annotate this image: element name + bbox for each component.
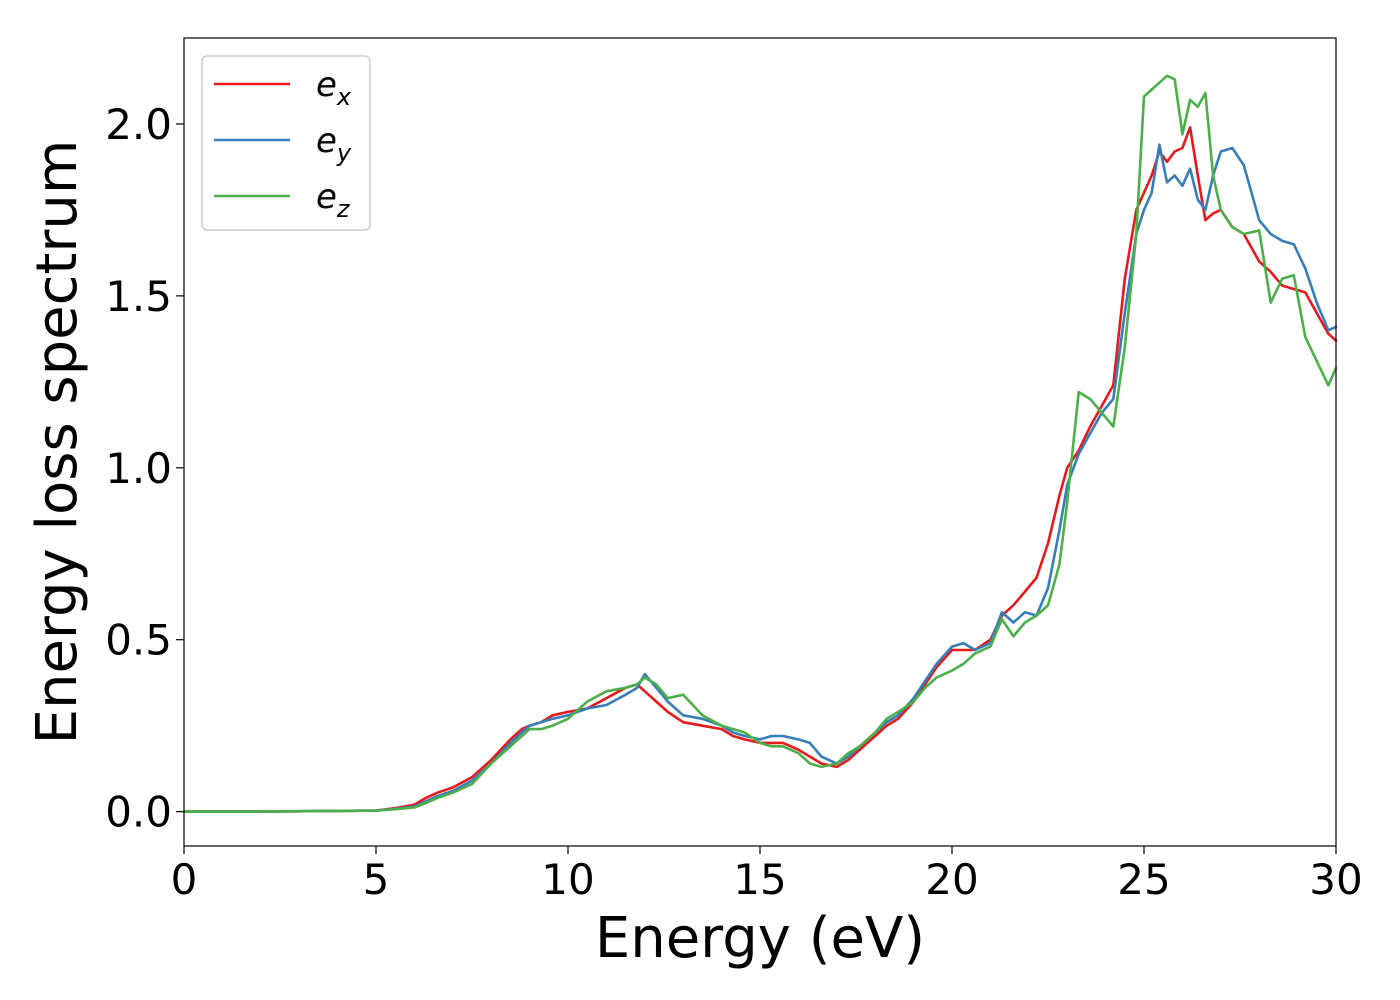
legend-label-x: ex — [316, 65, 352, 111]
legend-box — [201, 55, 371, 231]
y-axis: 0.0 0.5 1.0 1.5 2.0 — [105, 100, 184, 837]
x-axis-title: Energy (eV) — [595, 906, 925, 971]
x-tick-label: 10 — [541, 855, 594, 904]
x-tick-label: 15 — [733, 855, 786, 904]
x-tick-label: 20 — [925, 855, 978, 904]
x-tick-label: 25 — [1117, 855, 1170, 904]
y-tick-label: 2.0 — [105, 100, 172, 149]
x-tick-label: 5 — [363, 855, 390, 904]
y-tick-label: 0.0 — [105, 788, 172, 837]
y-tick-label: 1.0 — [105, 444, 172, 493]
legend-label-z: ez — [316, 177, 351, 223]
x-tick-label: 30 — [1309, 855, 1362, 904]
legend-label-y: ey — [316, 121, 352, 167]
y-tick-label: 0.5 — [105, 616, 172, 665]
x-axis: 0 5 10 15 20 25 30 — [171, 846, 1363, 904]
y-axis-title: Energy loss spectrum — [25, 140, 90, 745]
plot-lines — [182, 74, 1338, 813]
series-line-z — [182, 74, 1338, 813]
y-tick-label: 1.5 — [105, 272, 172, 321]
legend: ex ey ez — [201, 55, 371, 231]
x-tick-label: 0 — [171, 855, 198, 904]
